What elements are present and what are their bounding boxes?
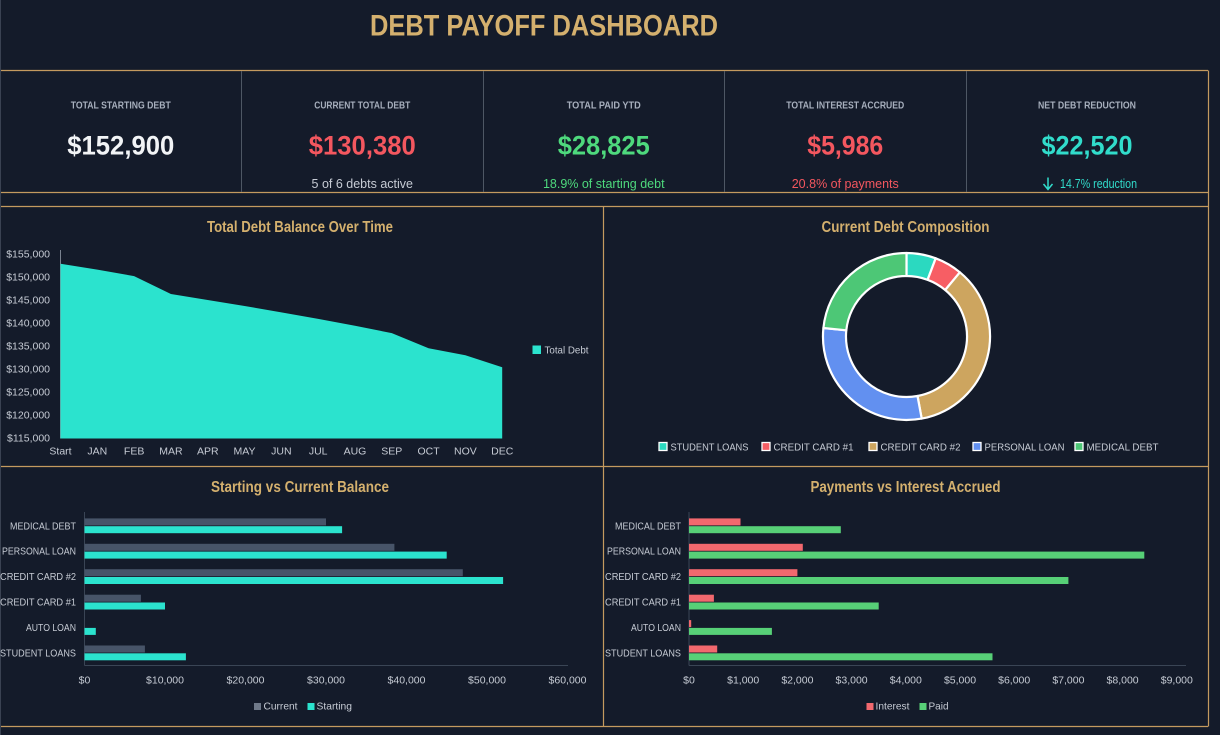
svg-text:18.9% of starting debt: 18.9% of starting debt <box>543 177 665 191</box>
svg-text:APR: APR <box>197 446 219 458</box>
svg-text:Starting: Starting <box>317 701 353 713</box>
svg-text:Total Debt Balance Over Time: Total Debt Balance Over Time <box>207 219 393 236</box>
svg-text:$120,000: $120,000 <box>6 410 50 422</box>
svg-text:$0: $0 <box>79 675 91 687</box>
svg-text:Interest: Interest <box>876 701 910 713</box>
svg-text:$7,000: $7,000 <box>1052 675 1084 687</box>
svg-text:$135,000: $135,000 <box>6 341 50 353</box>
svg-text:$3,000: $3,000 <box>836 675 868 687</box>
svg-text:14.7% reduction: 14.7% reduction <box>1060 177 1137 191</box>
svg-text:CREDIT CARD #1: CREDIT CARD #1 <box>774 442 854 454</box>
svg-text:$60,000: $60,000 <box>549 675 587 687</box>
svg-text:Start: Start <box>49 446 71 458</box>
svg-text:NOV: NOV <box>454 446 477 458</box>
svg-text:$5,986: $5,986 <box>807 131 883 161</box>
svg-text:CURRENT TOTAL DEBT: CURRENT TOTAL DEBT <box>314 100 410 112</box>
svg-text:MAR: MAR <box>159 446 183 458</box>
svg-text:JUL: JUL <box>309 446 328 458</box>
svg-text:$1,000: $1,000 <box>727 675 759 687</box>
svg-text:Total Debt: Total Debt <box>545 345 589 357</box>
svg-text:OCT: OCT <box>418 446 441 458</box>
svg-text:$8,000: $8,000 <box>1107 675 1139 687</box>
svg-text:$125,000: $125,000 <box>6 387 50 399</box>
svg-text:FEB: FEB <box>124 446 144 458</box>
svg-text:MAY: MAY <box>234 446 256 458</box>
svg-text:$130,380: $130,380 <box>309 131 416 161</box>
svg-text:MEDICAL DEBT: MEDICAL DEBT <box>10 520 76 532</box>
svg-text:STUDENT LOANS: STUDENT LOANS <box>0 647 76 659</box>
svg-text:Paid: Paid <box>929 701 949 713</box>
svg-text:TOTAL PAID YTD: TOTAL PAID YTD <box>567 100 641 112</box>
svg-text:$50,000: $50,000 <box>468 675 506 687</box>
svg-text:$28,825: $28,825 <box>558 131 650 161</box>
svg-text:$9,000: $9,000 <box>1161 675 1193 687</box>
svg-text:$4,000: $4,000 <box>890 675 922 687</box>
svg-text:$155,000: $155,000 <box>6 249 50 261</box>
svg-text:JUN: JUN <box>271 446 291 458</box>
svg-text:Payments vs Interest Accrued: Payments vs Interest Accrued <box>811 479 1001 496</box>
svg-text:MEDICAL DEBT: MEDICAL DEBT <box>615 520 681 532</box>
svg-text:AUTO LOAN: AUTO LOAN <box>631 622 681 634</box>
svg-text:TOTAL STARTING DEBT: TOTAL STARTING DEBT <box>71 100 171 112</box>
svg-text:$5,000: $5,000 <box>944 675 976 687</box>
svg-text:$152,900: $152,900 <box>67 131 174 161</box>
svg-text:$30,000: $30,000 <box>307 675 345 687</box>
svg-text:$40,000: $40,000 <box>388 675 426 687</box>
svg-text:CREDIT CARD #2: CREDIT CARD #2 <box>605 571 681 583</box>
svg-text:Current: Current <box>264 701 298 713</box>
svg-text:$145,000: $145,000 <box>6 295 50 307</box>
svg-text:AUTO LOAN: AUTO LOAN <box>26 622 76 634</box>
svg-text:$115,000: $115,000 <box>7 433 50 445</box>
svg-text:$10,000: $10,000 <box>146 675 184 687</box>
svg-text:Current Debt Composition: Current Debt Composition <box>822 219 990 236</box>
svg-text:PERSONAL LOAN: PERSONAL LOAN <box>607 546 681 558</box>
svg-text:CREDIT CARD #2: CREDIT CARD #2 <box>0 571 76 583</box>
svg-text:MEDICAL DEBT: MEDICAL DEBT <box>1087 442 1160 454</box>
svg-text:NET DEBT REDUCTION: NET DEBT REDUCTION <box>1038 100 1136 112</box>
svg-text:CREDIT CARD #1: CREDIT CARD #1 <box>605 597 681 609</box>
svg-text:$6,000: $6,000 <box>998 675 1030 687</box>
svg-text:STUDENT LOANS: STUDENT LOANS <box>671 442 749 454</box>
svg-text:20.8% of payments: 20.8% of payments <box>792 177 899 191</box>
svg-text:Starting vs Current Balance: Starting vs Current Balance <box>211 479 389 496</box>
svg-text:$20,000: $20,000 <box>227 675 265 687</box>
svg-text:$0: $0 <box>683 675 695 687</box>
svg-text:DEBT PAYOFF DASHBOARD: DEBT PAYOFF DASHBOARD <box>370 10 718 43</box>
svg-text:JAN: JAN <box>87 446 107 458</box>
svg-text:PERSONAL LOAN: PERSONAL LOAN <box>2 546 76 558</box>
svg-text:CREDIT CARD #2: CREDIT CARD #2 <box>881 442 961 454</box>
svg-text:PERSONAL LOAN: PERSONAL LOAN <box>985 442 1065 454</box>
svg-text:AUG: AUG <box>344 446 367 458</box>
svg-text:$150,000: $150,000 <box>6 272 50 284</box>
svg-text:$22,520: $22,520 <box>1042 131 1133 161</box>
svg-text:$130,000: $130,000 <box>6 364 50 376</box>
svg-text:$2,000: $2,000 <box>781 675 813 687</box>
svg-text:STUDENT LOANS: STUDENT LOANS <box>605 647 681 659</box>
svg-text:TOTAL INTEREST ACCRUED: TOTAL INTEREST ACCRUED <box>786 100 904 112</box>
svg-text:SEP: SEP <box>381 446 402 458</box>
svg-text:$140,000: $140,000 <box>6 318 50 330</box>
svg-text:5 of 6 debts active: 5 of 6 debts active <box>312 177 414 191</box>
svg-text:CREDIT CARD #1: CREDIT CARD #1 <box>0 597 76 609</box>
svg-text:DEC: DEC <box>491 446 514 458</box>
